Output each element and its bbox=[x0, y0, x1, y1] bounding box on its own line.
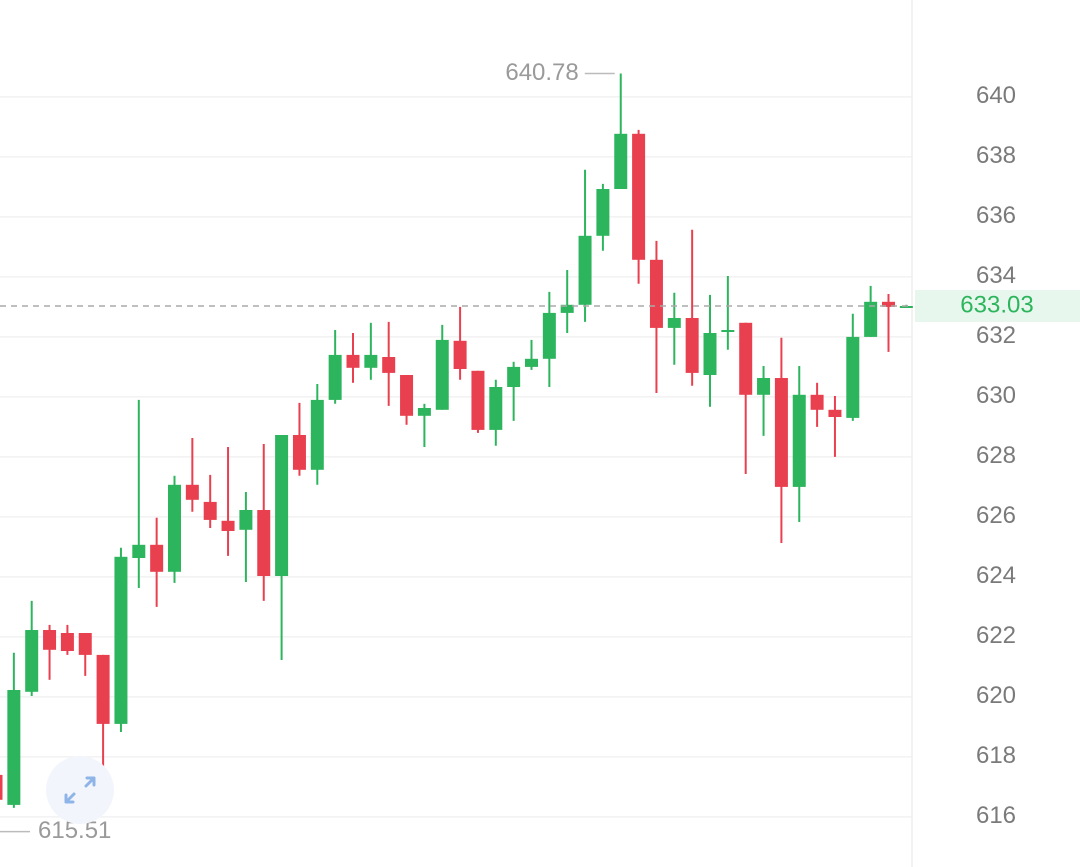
candle-body bbox=[899, 306, 913, 308]
candle-body bbox=[382, 357, 396, 373]
candle-body bbox=[221, 520, 235, 531]
candle-body bbox=[168, 484, 181, 572]
last-price-box bbox=[915, 290, 1080, 322]
candle-body bbox=[632, 133, 646, 260]
y-tick-label: 636 bbox=[976, 202, 1016, 229]
candle-body bbox=[507, 366, 521, 387]
grid: 616 618 620 622 624 626 628 630 632 634 636 638 640 bbox=[0, 82, 1016, 829]
candle-body bbox=[96, 654, 110, 724]
candle-body bbox=[346, 354, 360, 368]
y-tick-label: 640 bbox=[976, 82, 1016, 109]
candle-body bbox=[739, 322, 753, 395]
y-tick-label: 628 bbox=[976, 442, 1016, 469]
candle-body bbox=[471, 370, 485, 430]
y-tick-label: 638 bbox=[976, 142, 1016, 169]
expand-button[interactable] bbox=[46, 756, 114, 824]
candle-body bbox=[703, 333, 717, 375]
candle-body bbox=[757, 378, 771, 395]
y-tick-label: 630 bbox=[976, 382, 1016, 409]
candle-body bbox=[114, 556, 128, 724]
y-tick-label: 618 bbox=[976, 742, 1016, 769]
candle-body bbox=[489, 387, 503, 430]
candle-body bbox=[150, 544, 164, 572]
candle-body bbox=[578, 235, 592, 305]
y-tick-label: 620 bbox=[976, 682, 1016, 709]
candle-body bbox=[275, 435, 289, 576]
candle-body bbox=[310, 399, 324, 470]
candle-body bbox=[364, 354, 378, 368]
candle-body bbox=[667, 318, 681, 328]
candle-body bbox=[292, 435, 306, 470]
candle-body bbox=[7, 690, 21, 805]
max-label: 640.78 bbox=[505, 59, 578, 86]
candle-body bbox=[596, 189, 610, 236]
y-tick-label: 622 bbox=[976, 622, 1016, 649]
candle-body bbox=[828, 409, 842, 417]
candle-body bbox=[792, 394, 806, 487]
candle-body bbox=[435, 339, 449, 410]
candle-body bbox=[400, 375, 414, 416]
candle-body bbox=[810, 394, 824, 410]
candle-body bbox=[185, 484, 199, 500]
last-price-label: 633.03 bbox=[960, 291, 1033, 318]
candle-body bbox=[0, 774, 3, 800]
candle-body bbox=[328, 354, 342, 400]
candle-body bbox=[203, 501, 217, 520]
candle-body bbox=[453, 340, 467, 369]
candle-body bbox=[560, 304, 574, 313]
candles bbox=[0, 73, 913, 808]
candle-body bbox=[614, 133, 628, 189]
candle-body bbox=[132, 544, 146, 558]
y-tick-label: 634 bbox=[976, 262, 1016, 289]
candle-body bbox=[721, 330, 735, 332]
candle-body bbox=[542, 312, 556, 359]
candle-body bbox=[417, 408, 431, 416]
candle-body bbox=[649, 259, 663, 328]
candle-body bbox=[882, 301, 895, 307]
candle-body bbox=[864, 301, 878, 337]
candle-body bbox=[257, 510, 271, 576]
candle-body bbox=[43, 630, 57, 650]
y-tick-label: 624 bbox=[976, 562, 1016, 589]
candle-body bbox=[774, 378, 788, 487]
candle-body bbox=[78, 633, 92, 655]
candle-body bbox=[60, 633, 74, 651]
y-tick-label: 632 bbox=[976, 322, 1016, 349]
candle-body bbox=[239, 510, 253, 530]
candle-body bbox=[846, 336, 860, 418]
candle-body bbox=[685, 318, 699, 373]
y-tick-label: 626 bbox=[976, 502, 1016, 529]
candle-body bbox=[25, 630, 39, 692]
y-tick-label: 616 bbox=[976, 802, 1016, 829]
candle-body bbox=[525, 358, 538, 367]
